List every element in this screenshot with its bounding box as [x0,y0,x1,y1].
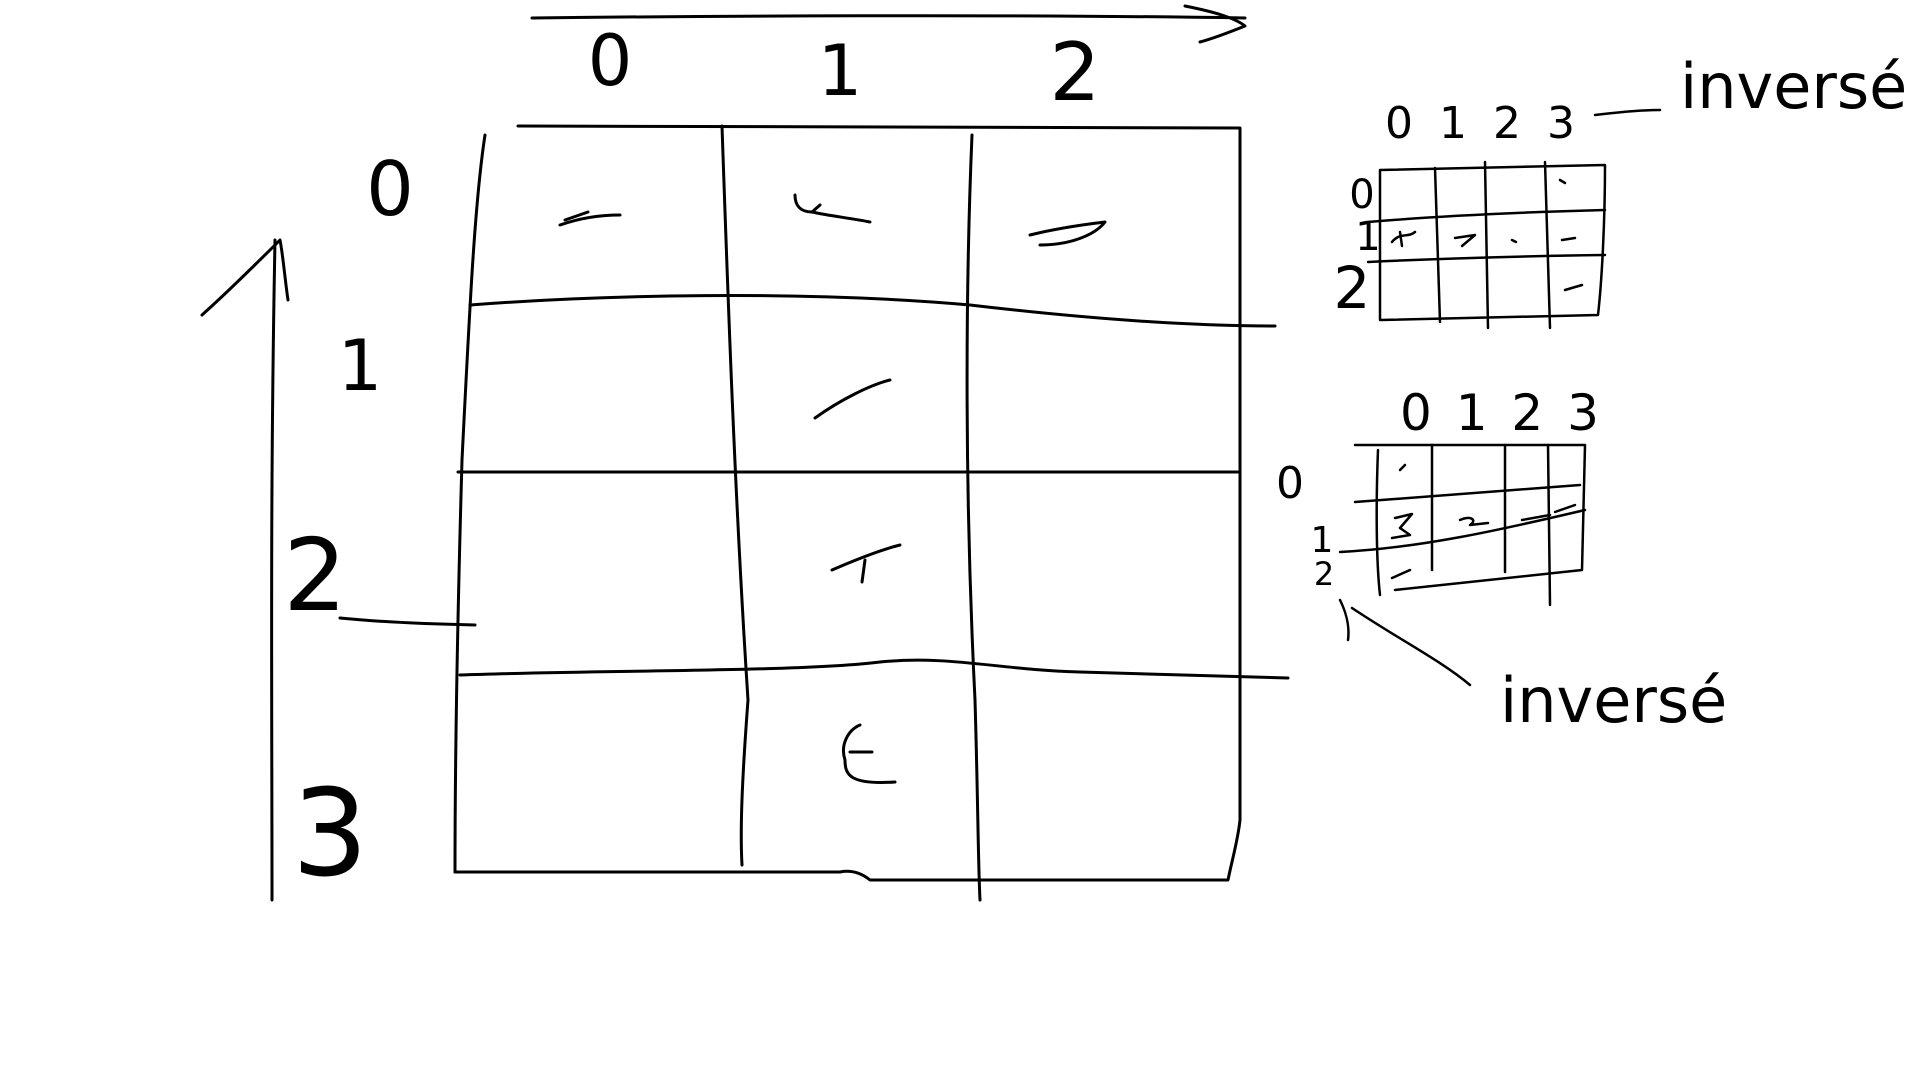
column-direction-arrow [530,4,1247,44]
main-grid-col-line [720,124,750,867]
mini-bottom-row-label: 2 [1314,555,1334,593]
main-column-labels: 0 1 2 [588,20,1101,119]
main-grid-row-line [458,658,1290,680]
main-row-label: 0 [366,145,414,233]
mini-bottom-column-labels: 0 1 2 3 [1400,384,1603,442]
mini-top-annotation: inversé [1680,50,1907,123]
main-row-label: 3 [292,765,368,904]
mini-bottom-annotation: inversé [1500,664,1727,737]
mini-bottom-row-label: 1 [1311,520,1334,561]
main-grid-row-line [468,294,1277,328]
main-grid [338,124,1290,902]
mini-bottom-row-label: 0 [1276,458,1304,509]
cell-mark [1028,220,1107,247]
mini-top-column-labels: 0 1 2 3 [1385,98,1581,149]
main-col-label: 2 [1050,26,1101,119]
main-row-label: 2 [283,517,347,634]
cell-mark [830,543,902,584]
main-col-label: 1 [818,30,863,112]
mini-top-row-label: 2 [1334,254,1371,322]
main-row-labels: 0 1 2 3 [283,145,414,904]
cell-mark [842,723,897,785]
cell-mark [793,193,872,224]
main-col-label: 0 [588,20,633,102]
mini-grid-bottom: 0 1 2 3 0 1 2 inversé [1276,384,1727,737]
main-grid-col-line [965,133,982,902]
row-direction-arrow [200,238,290,902]
mini-top-row-label: 0 [1349,172,1374,218]
mini-grid-top: 0 1 2 3 inversé 0 1 2 [1334,50,1907,330]
cell-mark [558,210,622,227]
main-row-label: 1 [338,325,383,407]
cell-mark [813,378,892,420]
main-grid-marks [558,193,1107,785]
